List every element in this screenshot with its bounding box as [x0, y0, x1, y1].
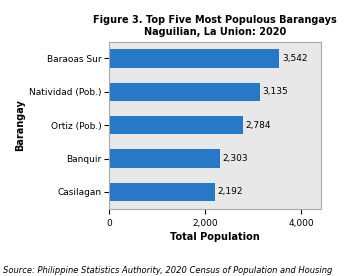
Text: 2,303: 2,303: [222, 154, 248, 163]
Bar: [109, 116, 243, 134]
Bar: [109, 83, 260, 101]
Text: 2,784: 2,784: [246, 121, 271, 130]
Bar: [109, 183, 215, 201]
Text: 3,542: 3,542: [282, 54, 308, 63]
Bar: [109, 49, 280, 68]
Bar: [109, 149, 220, 168]
Y-axis label: Barangay: Barangay: [15, 99, 25, 151]
X-axis label: Total Population: Total Population: [170, 232, 260, 242]
Text: Source: Philippine Statistics Authority, 2020 Census of Population and Housing: Source: Philippine Statistics Authority,…: [3, 266, 333, 275]
Title: Figure 3. Top Five Most Populous Barangays
Naguilian, La Union: 2020: Figure 3. Top Five Most Populous Baranga…: [93, 15, 337, 37]
Text: 3,135: 3,135: [263, 87, 288, 96]
Text: 2,192: 2,192: [217, 187, 243, 197]
